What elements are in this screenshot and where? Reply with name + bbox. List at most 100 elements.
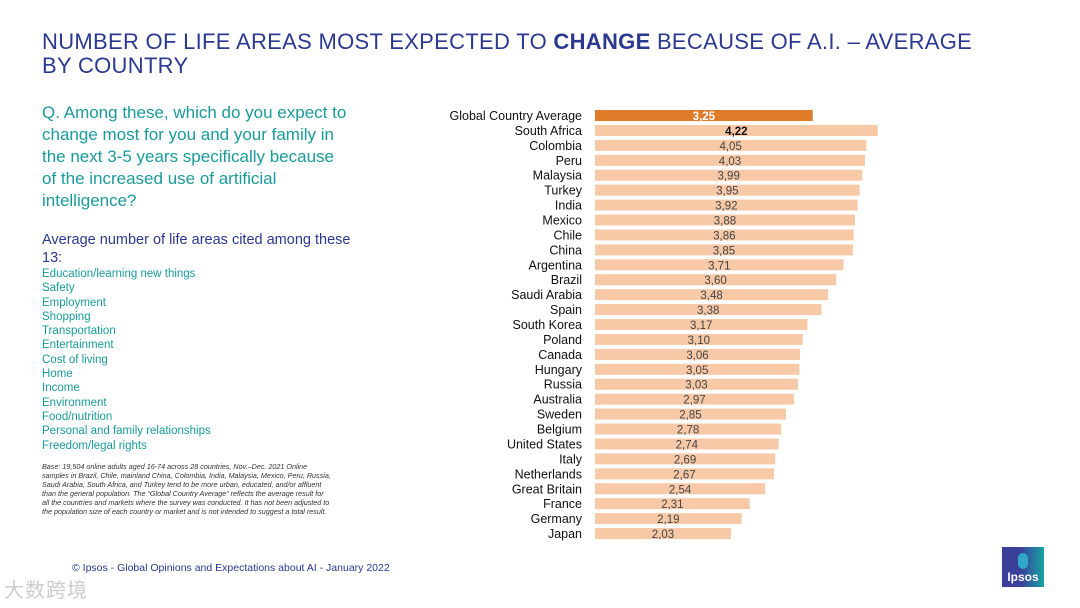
value-label: 3,95 xyxy=(716,186,738,198)
category-label: Belgium xyxy=(537,423,582,437)
category-label: Peru xyxy=(556,154,582,168)
value-label: 3,10 xyxy=(688,335,710,347)
bar xyxy=(595,423,782,435)
title-part1: NUMBER OF LIFE AREAS MOST EXPECTED TO xyxy=(42,29,554,54)
category-label: China xyxy=(549,243,582,257)
category-label: Russia xyxy=(544,378,582,392)
value-label: 2,54 xyxy=(669,484,692,496)
bar xyxy=(595,229,854,241)
category-label: Canada xyxy=(538,348,582,362)
value-label: 3,85 xyxy=(713,245,735,257)
value-label: 3,99 xyxy=(717,171,739,183)
life-area: Income xyxy=(42,382,80,395)
life-area: Cost of living xyxy=(42,353,108,366)
category-label: Italy xyxy=(559,452,583,466)
value-label: 2,97 xyxy=(683,395,705,407)
value-label: 2,67 xyxy=(673,469,695,481)
value-label: 3,25 xyxy=(693,111,716,123)
category-label: France xyxy=(543,497,582,511)
ipsos-logo: Ipsos xyxy=(1002,547,1044,587)
value-label: 3,17 xyxy=(690,320,712,332)
value-label: 3,05 xyxy=(686,365,708,377)
bar xyxy=(595,498,750,510)
value-label: 2,74 xyxy=(676,439,699,451)
category-label: Global Country Average xyxy=(450,109,583,123)
value-label: 3,88 xyxy=(714,216,736,228)
bar xyxy=(595,184,860,196)
value-label: 2,85 xyxy=(679,410,701,422)
value-label: 3,48 xyxy=(700,290,722,302)
value-label: 4,22 xyxy=(725,126,747,138)
value-label: 2,69 xyxy=(674,454,696,466)
bar xyxy=(595,319,808,331)
bar xyxy=(595,289,829,301)
category-label: South Africa xyxy=(515,124,582,138)
value-label: 2,78 xyxy=(677,425,699,437)
category-label: Chile xyxy=(554,228,583,242)
bar xyxy=(595,468,774,480)
base-note: Base: 19,504 online adults aged 16-74 ac… xyxy=(42,462,331,517)
category-label: Brazil xyxy=(551,273,582,287)
logo-mark-icon xyxy=(1018,553,1028,569)
category-label: Germany xyxy=(531,512,583,526)
bar xyxy=(595,513,742,525)
life-areas-list: Education/learning new things Safety Emp… xyxy=(42,267,211,453)
life-area: Education/learning new things xyxy=(42,268,196,280)
value-label: 3,06 xyxy=(686,350,708,362)
watermark: 大数跨境 xyxy=(4,580,88,602)
bar xyxy=(595,304,822,316)
bar xyxy=(595,453,776,465)
value-label: 3,86 xyxy=(713,230,735,242)
survey-question: Q. Among these, which do you expect to c… xyxy=(42,103,347,210)
life-area: Safety xyxy=(42,282,75,295)
title-bold: CHANGE xyxy=(553,29,651,54)
category-label: Mexico xyxy=(542,214,582,228)
category-label: Spain xyxy=(550,303,582,317)
category-label: Colombia xyxy=(529,139,582,153)
category-label: Saudi Arabia xyxy=(511,288,582,302)
value-label: 2,19 xyxy=(657,514,679,526)
life-area: Environment xyxy=(42,396,107,409)
category-label: Hungary xyxy=(535,363,583,377)
value-label: 3,03 xyxy=(685,380,707,392)
category-label: Poland xyxy=(543,333,582,347)
life-area: Shopping xyxy=(42,310,91,323)
bar xyxy=(595,124,878,136)
title-part2: BECAUSE OF A.I. – AVERAGE BY COUNTRY xyxy=(42,29,973,78)
bar xyxy=(595,110,813,121)
value-label: 3,71 xyxy=(708,260,730,272)
bar xyxy=(595,333,803,345)
bar xyxy=(595,438,779,450)
category-label: Japan xyxy=(548,527,582,541)
bar xyxy=(595,393,794,405)
average-label: Average number of life areas cited among… xyxy=(42,232,351,266)
life-area: Entertainment xyxy=(42,339,114,352)
category-label: Great Britain xyxy=(512,482,582,496)
value-label: 2,31 xyxy=(661,499,683,511)
bar xyxy=(595,378,799,390)
bar xyxy=(595,244,853,256)
life-area: Employment xyxy=(42,296,106,309)
bar xyxy=(595,214,855,226)
bar xyxy=(595,274,837,286)
bar xyxy=(595,363,800,375)
bar xyxy=(595,348,801,360)
value-label: 3,92 xyxy=(715,201,737,213)
value-label: 4,03 xyxy=(719,156,741,168)
category-label: Argentina xyxy=(528,258,582,272)
value-label: 3,60 xyxy=(704,275,726,287)
bar xyxy=(595,259,844,271)
category-label: Australia xyxy=(533,393,582,407)
bar xyxy=(595,154,866,166)
value-label: 2,03 xyxy=(652,529,674,541)
life-area: Transportation xyxy=(42,325,116,338)
value-label: 3,38 xyxy=(697,305,719,317)
category-label: India xyxy=(555,199,582,213)
bar xyxy=(595,408,786,420)
value-label: 4,05 xyxy=(719,141,741,153)
logo-text: Ipsos xyxy=(1007,570,1039,584)
category-label: Sweden xyxy=(537,408,582,422)
category-label: United States xyxy=(507,437,582,451)
bar xyxy=(595,169,863,181)
life-area: Food/nutrition xyxy=(42,410,113,423)
